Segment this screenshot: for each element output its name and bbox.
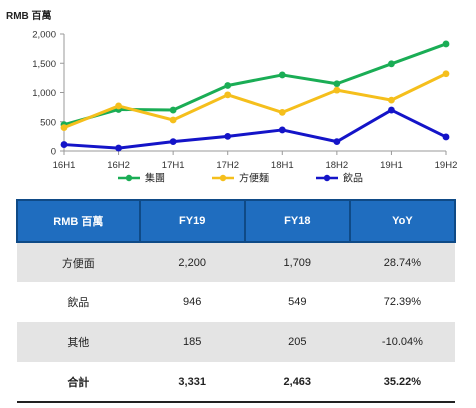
y-tick-label: 2,000 [32, 30, 56, 41]
legend-label: 集團 [145, 172, 165, 185]
data-point [333, 86, 341, 94]
unit-label: RMB 百萬 [6, 11, 52, 22]
data-point [115, 102, 122, 110]
data-point [169, 138, 177, 146]
data-point [442, 70, 450, 78]
x-tick-label: 18H1 [271, 160, 294, 171]
x-tick-label: 19H1 [380, 160, 403, 171]
data-point [60, 124, 68, 131]
total-label: 合計 [17, 362, 140, 403]
summary-table: RMB 百萬 FY19 FY18 YoY 方便面 2,200 1,709 28.… [16, 199, 457, 403]
data-point [442, 40, 450, 48]
x-tick-label: 17H1 [162, 160, 185, 171]
row-label: 其他 [17, 322, 140, 362]
row-label: 飲品 [67, 297, 90, 309]
row-yoy: 28.74% [349, 242, 455, 282]
series-line-1 [63, 72, 447, 129]
y-tick-label: 1,500 [32, 59, 56, 70]
row-fy18: 205 [244, 322, 350, 362]
data-point [388, 60, 395, 68]
data-point [224, 82, 232, 89]
data-point [115, 144, 122, 152]
data-point [388, 106, 395, 114]
x-tick-label: 17H2 [216, 160, 239, 171]
table-header-row: RMB 百萬 FY19 FY18 YoY [16, 199, 457, 243]
table-row: 飲品 946 549 72.39% [17, 282, 455, 322]
x-tick-label: 18H2 [325, 160, 348, 171]
series-line-2 [63, 108, 447, 150]
header-fy18: FY18 [243, 199, 351, 243]
data-point [333, 138, 341, 146]
row-fy19: 946 [183, 296, 202, 308]
table-total-row: 合計 3,331 2,463 35.22% [17, 362, 455, 403]
header-unit: RMB 百萬 [16, 199, 141, 243]
legend-label: 方便麵 [239, 172, 269, 185]
data-point [278, 126, 286, 134]
legend-label: 飲品 [343, 172, 363, 185]
row-fy18: 549 [288, 296, 307, 308]
data-point [333, 80, 341, 88]
data-point [224, 91, 232, 99]
x-tick-label: 16H1 [53, 160, 76, 171]
legend-marker [219, 174, 227, 182]
y-tick-label: 1,000 [32, 88, 56, 99]
total-yoy: 35.22% [349, 362, 455, 403]
total-fy18: 2,463 [244, 362, 350, 403]
summary-table-wrap: RMB 百萬 FY19 FY18 YoY 方便面 2,200 1,709 28.… [16, 199, 457, 403]
data-point [60, 141, 68, 148]
data-point [169, 106, 177, 114]
header-yoy: YoY [348, 199, 457, 243]
y-tick-label: 500 [40, 117, 56, 128]
x-tick-label: 16H2 [107, 160, 130, 171]
legend-marker [125, 174, 133, 182]
row-fy18: 1,709 [244, 242, 350, 282]
row-fy19: 2,200 [139, 242, 245, 282]
header-fy19: FY19 [138, 199, 246, 243]
row-fy19: 185 [139, 322, 245, 362]
table-row: 其他 185 205 -10.04% [17, 322, 455, 362]
line-chart: 2,000 1,500 1,000 500 0 16H1 16H2 17H1 17H2 18H1 1… [32, 30, 458, 185]
row-yoy: 72.39% [383, 296, 422, 308]
total-fy19: 3,331 [139, 362, 245, 403]
data-point [169, 116, 177, 124]
x-tick-label: 19H2 [435, 160, 458, 171]
data-point [278, 71, 286, 79]
data-point [442, 133, 450, 141]
row-yoy: -10.04% [349, 322, 455, 362]
data-point [388, 96, 395, 104]
data-point [278, 108, 286, 116]
row-label: 方便面 [17, 242, 140, 282]
legend-marker [323, 174, 331, 182]
y-tick-label: 0 [51, 147, 56, 158]
data-point [224, 132, 232, 140]
table-row: 方便面 2,200 1,709 28.74% [17, 242, 455, 282]
